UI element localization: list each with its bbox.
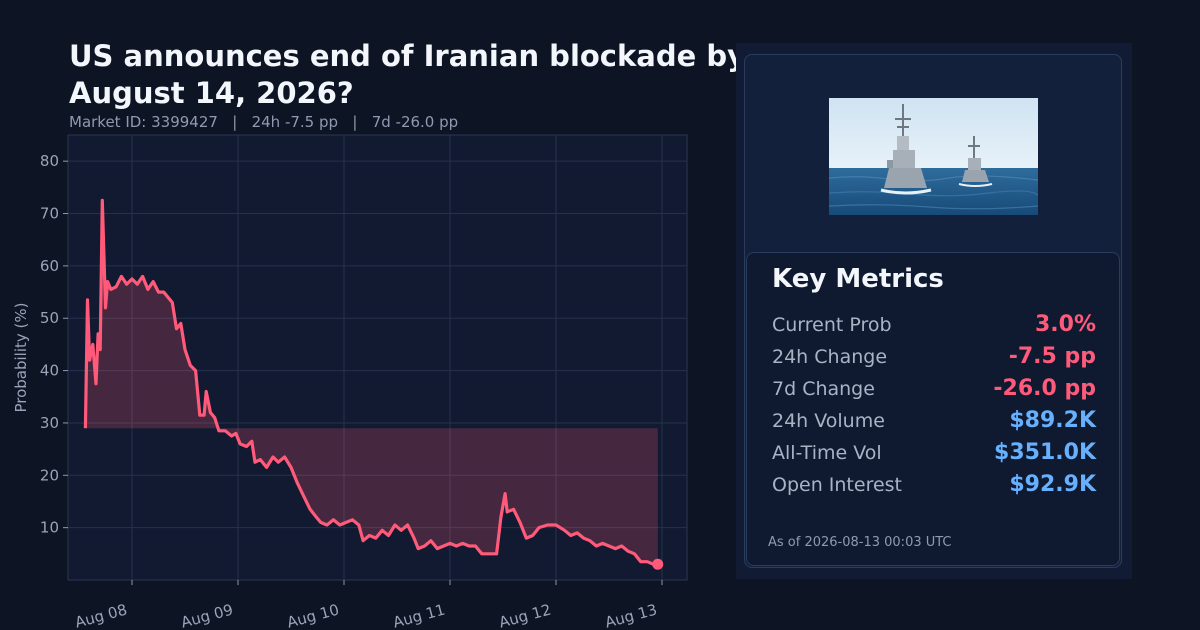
metric-row-24h-change: 24h Change -7.5 pp bbox=[772, 344, 1096, 374]
probability-line bbox=[83, 198, 658, 566]
metric-value: $351.0K bbox=[994, 440, 1096, 465]
metric-label: 7d Change bbox=[772, 378, 875, 400]
x-tick-label: Aug 08 bbox=[73, 600, 129, 630]
market-title: US announces end of Iranian blockade by … bbox=[69, 39, 747, 110]
metric-value: $92.9K bbox=[1009, 472, 1096, 497]
metric-label: Current Prob bbox=[772, 314, 892, 336]
key-metrics-card bbox=[746, 252, 1120, 566]
y-axis-label: Probability (%) bbox=[12, 302, 30, 412]
current-value-marker bbox=[652, 558, 664, 570]
y-tick-label: 50 bbox=[40, 309, 59, 327]
as-of-timestamp: As of 2026-08-13 00:03 UTC bbox=[768, 535, 952, 550]
x-tick-label: Aug 09 bbox=[179, 600, 235, 630]
metric-label: 24h Change bbox=[772, 346, 888, 368]
metric-value: 3.0% bbox=[1034, 312, 1096, 337]
x-tick-label: Aug 12 bbox=[497, 600, 553, 630]
metric-label: Open Interest bbox=[772, 474, 903, 496]
y-tick-label: 10 bbox=[40, 519, 59, 537]
metric-row-current-prob: Current Prob 3.0% bbox=[772, 312, 1096, 342]
metric-value: $89.2K bbox=[1009, 408, 1096, 433]
probability-chart: 10 20 30 40 50 60 70 80 Aug 08 Aug 09 Aug 10 Aug 1… bbox=[12, 134, 688, 630]
x-tick-label: Aug 11 bbox=[391, 600, 447, 630]
metric-label: 24h Volume bbox=[772, 410, 885, 432]
baseline-fill-area bbox=[85, 200, 658, 565]
plot-area bbox=[67, 134, 688, 581]
market-subtitle: Market ID: 3399427 | 24h -7.5 pp | 7d -2… bbox=[69, 113, 459, 131]
warship-photo bbox=[829, 98, 1038, 215]
y-tick-label: 80 bbox=[40, 152, 59, 170]
metric-row-all-time-volume: All-Time Vol $351.0K bbox=[772, 440, 1096, 470]
y-tick-label: 40 bbox=[40, 362, 59, 380]
x-axis-ticks: Aug 08 Aug 09 Aug 10 Aug 11 Aug 12 Aug 13 bbox=[73, 580, 663, 630]
y-tick-label: 30 bbox=[40, 414, 59, 432]
chart-grid bbox=[68, 135, 687, 580]
metric-label: All-Time Vol bbox=[772, 442, 882, 464]
x-tick-label: Aug 13 bbox=[603, 600, 659, 630]
y-axis-ticks: 10 20 30 40 50 60 70 80 bbox=[40, 152, 68, 537]
metric-row-open-interest: Open Interest $92.9K bbox=[772, 472, 1096, 502]
y-tick-label: 70 bbox=[40, 205, 59, 223]
x-tick-label: Aug 10 bbox=[285, 600, 341, 630]
y-tick-label: 20 bbox=[40, 466, 59, 484]
y-tick-label: 60 bbox=[40, 257, 59, 275]
metric-value: -26.0 pp bbox=[993, 376, 1096, 401]
key-metrics-title: Key Metrics bbox=[772, 264, 944, 294]
metric-row-24h-volume: 24h Volume $89.2K bbox=[772, 408, 1096, 438]
metric-row-7d-change: 7d Change -26.0 pp bbox=[772, 376, 1096, 406]
metric-value: -7.5 pp bbox=[1008, 344, 1096, 369]
